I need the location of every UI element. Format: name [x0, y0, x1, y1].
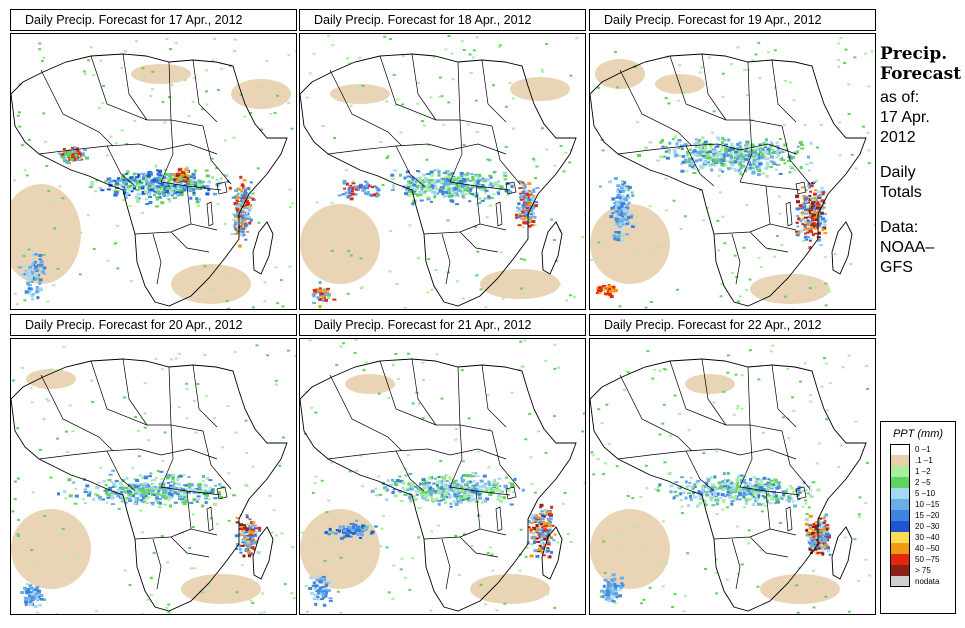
asof-label: as of:	[880, 89, 920, 106]
panel-title: Daily Precip. Forecast for 18 Apr., 2012	[299, 9, 586, 31]
sidebar-heading-line1: Precip.	[880, 44, 948, 64]
forecast-panel-17-apr: Daily Precip. Forecast for 17 Apr., 2012	[10, 9, 299, 310]
legend-item: 40 –50	[881, 543, 955, 554]
precip-map	[10, 338, 297, 615]
daily-label-line1: Daily	[880, 164, 916, 181]
panel-title: Daily Precip. Forecast for 20 Apr., 2012	[10, 314, 297, 336]
map-graphic	[590, 344, 872, 614]
precip-legend: PPT (mm) 0 –1 .1 –1 1 –2 2 –5 5 –10 10 –15 15 …	[880, 421, 956, 614]
legend-label: > 75	[915, 566, 931, 575]
legend-label: 0 –1	[915, 445, 931, 454]
legend-items: 0 –1 .1 –1 1 –2 2 –5 5 –10 10 –15 15 –20 20 –30…	[881, 444, 955, 587]
forecast-panel-21-apr: Daily Precip. Forecast for 21 Apr., 2012	[299, 314, 588, 615]
legend-swatch	[890, 466, 910, 477]
legend-swatch	[890, 477, 910, 488]
precip-map	[299, 33, 586, 310]
map-graphic	[590, 37, 875, 309]
precip-map	[589, 33, 876, 310]
legend-swatch	[890, 444, 910, 455]
forecast-panel-18-apr: Daily Precip. Forecast for 18 Apr., 2012	[299, 9, 588, 310]
sidebar-heading-line2: Forecast	[880, 64, 962, 84]
legend-swatch	[890, 543, 910, 554]
legend-label: 15 –20	[915, 511, 940, 520]
legend-swatch	[890, 554, 910, 565]
info-sidebar: Precip. Forecast as of: 17 Apr. 2012 Dai…	[880, 44, 965, 278]
forecast-panel-20-apr: Daily Precip. Forecast for 20 Apr., 2012	[10, 314, 299, 615]
legend-item: 20 –30	[881, 521, 955, 532]
map-graphic	[11, 37, 296, 309]
legend-item: 1 –2	[881, 466, 955, 477]
legend-swatch	[890, 499, 910, 510]
legend-item: 10 –15	[881, 499, 955, 510]
map-graphic	[300, 34, 585, 309]
legend-item: nodata	[881, 576, 955, 587]
legend-swatch	[890, 488, 910, 499]
legend-label: 5 –10	[915, 489, 936, 498]
legend-item: 50 –75	[881, 554, 955, 565]
map-graphic	[11, 344, 296, 614]
legend-item: > 75	[881, 565, 955, 576]
asof-date-line2: 2012	[880, 129, 916, 146]
precip-map	[299, 338, 586, 615]
legend-label: 2 –5	[915, 478, 931, 487]
legend-item: 2 –5	[881, 477, 955, 488]
legend-swatch	[890, 565, 910, 576]
legend-label: 50 –75	[915, 555, 940, 564]
legend-label: 20 –30	[915, 522, 940, 531]
legend-label: 10 –15	[915, 500, 940, 509]
asof-date-line1: 17 Apr.	[880, 109, 930, 126]
legend-swatch	[890, 576, 910, 587]
data-source-line2: NOAA–	[880, 239, 935, 256]
data-source-line3: GFS	[880, 259, 913, 276]
precip-map	[10, 33, 297, 310]
legend-swatch	[890, 532, 910, 543]
legend-title: PPT (mm)	[892, 428, 944, 440]
legend-item: 15 –20	[881, 510, 955, 521]
panel-title: Daily Precip. Forecast for 22 Apr., 2012	[589, 314, 876, 336]
legend-label: 40 –50	[915, 544, 940, 553]
legend-item: 30 –40	[881, 532, 955, 543]
legend-label: 30 –40	[915, 533, 940, 542]
legend-swatch	[890, 521, 910, 532]
panel-title: Daily Precip. Forecast for 21 Apr., 2012	[299, 314, 586, 336]
precip-map	[589, 338, 876, 615]
legend-label: 1 –2	[915, 467, 931, 476]
panel-title: Daily Precip. Forecast for 17 Apr., 2012	[10, 9, 297, 31]
legend-item: 5 –10	[881, 488, 955, 499]
forecast-panel-19-apr: Daily Precip. Forecast for 19 Apr., 2012	[589, 9, 878, 310]
legend-label: nodata	[915, 577, 940, 586]
data-source-line1: Data:	[880, 219, 919, 236]
daily-label-line2: Totals	[880, 184, 922, 201]
legend-swatch	[890, 510, 910, 521]
legend-item: 0 –1	[881, 444, 955, 455]
panel-title: Daily Precip. Forecast for 19 Apr., 2012	[589, 9, 876, 31]
legend-swatch	[890, 455, 910, 466]
legend-label: .1 –1	[915, 456, 933, 465]
legend-item: .1 –1	[881, 455, 955, 466]
map-graphic	[300, 339, 585, 614]
forecast-panel-22-apr: Daily Precip. Forecast for 22 Apr., 2012	[589, 314, 878, 615]
